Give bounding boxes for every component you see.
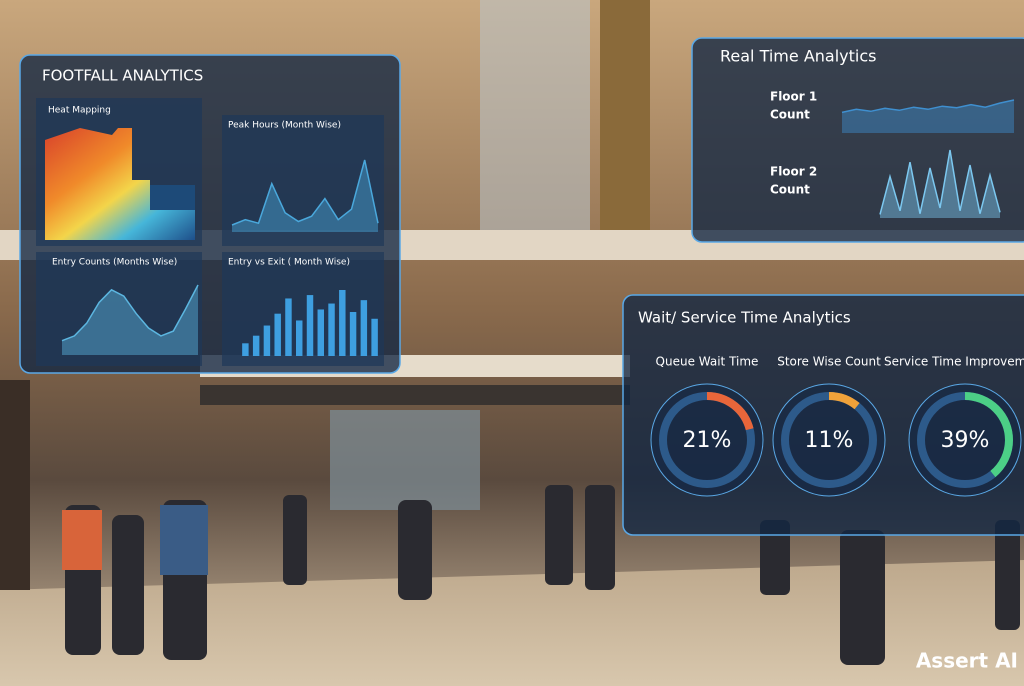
bar: [328, 303, 335, 356]
gauge-outline: [772, 383, 886, 497]
bar: [274, 313, 281, 356]
heat-map: [150, 185, 195, 210]
gauge-value: 11%: [805, 428, 854, 453]
realtime-panel: Real Time Analytics Floor 1 Count Floor …: [691, 37, 1024, 243]
card: [222, 115, 384, 246]
line: [879, 149, 1001, 215]
bar: [285, 298, 292, 356]
card-label: Peak Hours (Month Wise): [228, 121, 341, 131]
card: [36, 252, 202, 366]
bar: [360, 300, 368, 356]
bar: [296, 320, 303, 356]
card-label: Entry Counts (Months Wise): [52, 258, 177, 268]
bar: [317, 309, 324, 356]
area: [842, 100, 1014, 133]
card-label: Heat Mapping: [48, 106, 111, 116]
row-label: Count: [770, 183, 810, 197]
area: [62, 285, 198, 355]
gauge-label: Queue Wait Time: [656, 355, 759, 369]
bar: [263, 325, 271, 356]
card: [222, 252, 384, 366]
panel-title: FOOTFALL ANALYTICS: [42, 67, 203, 85]
gauge-label: Service Time Improvement: [884, 355, 1024, 369]
gauge-value: 39%: [941, 428, 990, 453]
area: [232, 160, 378, 232]
gauge-label: Store Wise Count: [777, 355, 881, 369]
bar: [306, 295, 314, 356]
row-label: Count: [770, 108, 810, 122]
gauge-arc: [659, 392, 755, 488]
logo: Assert AI: [916, 649, 1018, 673]
bar: [371, 318, 378, 356]
footfall-panel: FOOTFALL ANALYTICS Heat Mapping Peak Hou…: [19, 54, 401, 374]
gauge-arc: [917, 392, 1013, 488]
panel: [691, 37, 1024, 243]
line: [841, 99, 1015, 114]
panel-title: Real Time Analytics: [720, 47, 876, 66]
gauge-outline: [908, 383, 1022, 497]
bar: [339, 290, 346, 356]
row-label: Floor 1: [770, 90, 817, 104]
gauge-arc: [781, 392, 877, 488]
line: [61, 284, 199, 342]
gauge-value: 21%: [683, 428, 732, 453]
card-label: Entry vs Exit ( Month Wise): [228, 258, 350, 268]
gauge-outline: [650, 383, 764, 497]
bar: [252, 335, 260, 356]
heat-map: [45, 128, 195, 240]
panel-title: Wait/ Service Time Analytics: [638, 309, 851, 327]
bar: [242, 343, 249, 356]
line: [231, 159, 379, 226]
bar: [349, 312, 357, 356]
row-label: Floor 2: [770, 165, 817, 179]
